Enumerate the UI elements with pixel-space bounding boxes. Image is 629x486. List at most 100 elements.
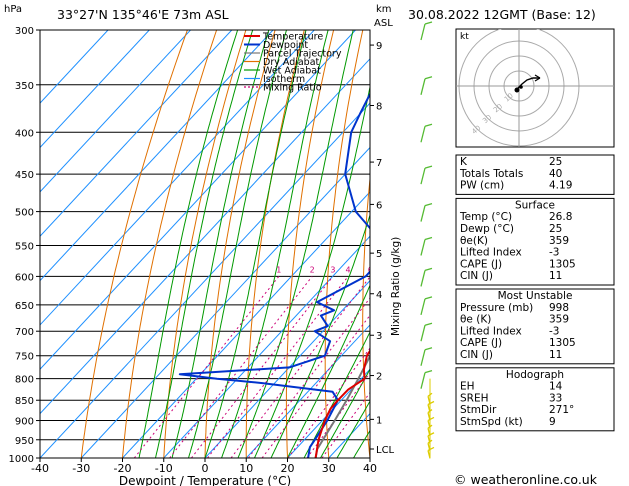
plot-background-lines: 12346810152025 bbox=[40, 18, 452, 458]
isotherm-line bbox=[40, 30, 233, 237]
dry-adiabat-line bbox=[80, 30, 188, 458]
most-unstable-box-title: Most Unstable bbox=[498, 290, 573, 302]
mixing-ratio-value-label: 6 bbox=[368, 265, 373, 274]
km-tick-label: 1 bbox=[376, 415, 382, 426]
isotherm-line bbox=[40, 58, 370, 415]
temperature-tick-label: -40 bbox=[31, 462, 49, 475]
table-row-label: Totals Totals bbox=[459, 168, 523, 180]
hpa-axis-label: hPa bbox=[4, 4, 22, 15]
km-tick-label: 2 bbox=[376, 372, 382, 383]
table-row-value: 25 bbox=[549, 223, 562, 235]
wind-barb bbox=[420, 78, 426, 95]
table-row-label: CIN (J) bbox=[460, 270, 493, 282]
legend-entry: Dewpoint bbox=[263, 40, 308, 51]
wet-adiabat-line bbox=[188, 30, 287, 458]
mixing-ratio-value-label: 20 bbox=[437, 265, 447, 274]
table-row-label: Lifted Index bbox=[460, 325, 522, 337]
pressure-tick-label: 750 bbox=[15, 352, 34, 363]
temperature-tick-label: 30 bbox=[322, 462, 336, 475]
storm-motion-marker bbox=[514, 87, 520, 93]
wind-barb-flag bbox=[424, 21, 433, 25]
table-row-value: -3 bbox=[549, 247, 559, 259]
wet-adiabat-line bbox=[270, 213, 370, 458]
table-row-label: Pressure (mb) bbox=[460, 302, 533, 314]
hodograph-ring-label: 40 bbox=[470, 124, 482, 136]
dry-adiabat-line bbox=[399, 18, 423, 458]
mixing-ratio-line bbox=[133, 276, 280, 458]
pressure-tick-label: 600 bbox=[15, 272, 34, 283]
dry-adiabat-line bbox=[163, 30, 247, 458]
km-tick-label: 3 bbox=[376, 331, 382, 342]
pressure-tick-label: 900 bbox=[15, 417, 34, 428]
pressure-tick-label: 400 bbox=[15, 128, 34, 139]
dry-adiabat-line bbox=[122, 30, 218, 458]
wet-adiabat-line bbox=[221, 30, 329, 458]
indices-box bbox=[455, 154, 615, 195]
plot-axes: 3003504004505005506006507007508008509009… bbox=[9, 26, 395, 486]
isotherm-line bbox=[40, 30, 191, 193]
wind-barb-flag bbox=[424, 296, 433, 300]
pressure-tick-label: 800 bbox=[15, 375, 34, 386]
table-row-value: 1305 bbox=[549, 337, 576, 349]
dry-adiabat-line bbox=[434, 18, 452, 458]
hodograph-arrow-icon bbox=[534, 74, 541, 82]
hodograph-point bbox=[519, 85, 523, 89]
hodograph-box bbox=[455, 367, 615, 432]
isotherm-line bbox=[40, 30, 356, 371]
wind-barb bbox=[420, 325, 426, 342]
x-axis-title: Dewpoint / Temperature (°C) bbox=[119, 474, 291, 486]
pressure-tick-label: 650 bbox=[15, 301, 34, 312]
mixing-ratio-value-label: 4 bbox=[346, 265, 351, 274]
km-tick-label: 6 bbox=[376, 200, 382, 211]
wind-barb-flag bbox=[424, 347, 433, 351]
wind-barb bbox=[420, 298, 426, 316]
isotherm-line bbox=[40, 30, 315, 326]
legend-entry: Temperature bbox=[262, 32, 323, 43]
pressure-tick-label: 950 bbox=[15, 436, 34, 447]
pressure-tick-label: 500 bbox=[15, 208, 34, 219]
table-row-label: θe(K) bbox=[460, 235, 488, 247]
pressure-tick-label: 450 bbox=[15, 170, 34, 181]
asl-axis-label: ASL bbox=[374, 18, 393, 29]
table-row-label: PW (cm) bbox=[460, 180, 504, 192]
table-row-label: SREH bbox=[460, 392, 489, 404]
table-row-label: Lifted Index bbox=[460, 247, 522, 259]
table-row-value: 1305 bbox=[549, 258, 576, 270]
mixing-ratio-line bbox=[287, 347, 370, 458]
mixing-ratio-line bbox=[169, 276, 313, 458]
table-row-value: 40 bbox=[549, 168, 562, 180]
wind-barb bbox=[420, 205, 426, 222]
wet-adiabat-line bbox=[204, 30, 307, 458]
hodograph-frame bbox=[455, 28, 615, 148]
mixing-ratio-line bbox=[306, 371, 370, 458]
mixing-ratio-line bbox=[230, 276, 370, 458]
surface-box-title: Surface bbox=[515, 199, 555, 211]
hodograph-ring-label: 10 bbox=[503, 92, 515, 104]
isotherm-line bbox=[40, 30, 109, 104]
wind-barb-flag bbox=[424, 322, 433, 326]
legend-entry: Mixing Ratio bbox=[263, 83, 322, 94]
wind-barb-flag bbox=[427, 446, 435, 452]
table-row-label: K bbox=[460, 156, 468, 168]
temperature-tick-label: -20 bbox=[114, 462, 132, 475]
hodograph-kt-label: kt bbox=[460, 32, 469, 42]
wind-barb-flag bbox=[424, 123, 433, 127]
mixing-ratio-axis-label: Mixing Ratio (g/kg) bbox=[390, 237, 402, 336]
table-row-value: 359 bbox=[549, 235, 569, 247]
plot-profiles bbox=[133, 91, 370, 458]
table-row-label: StmSpd (kt) bbox=[460, 416, 523, 428]
legend-entry: Wet Adiabat bbox=[263, 66, 321, 77]
hodograph-ring-label: 30 bbox=[481, 113, 493, 125]
pressure-tick-label: 700 bbox=[15, 327, 34, 338]
table-row-label: EH bbox=[460, 381, 475, 393]
most-unstable-box bbox=[455, 288, 615, 365]
table-row-value: -3 bbox=[549, 325, 559, 337]
dewpoint-line bbox=[178, 91, 370, 458]
wind-barb bbox=[420, 23, 426, 41]
table-row-value: 998 bbox=[549, 302, 569, 314]
mixing-ratio-value-label: 3 bbox=[330, 265, 335, 274]
wind-barb-flag bbox=[427, 416, 435, 422]
datetime-title: 30.08.2022 12GMT (Base: 12) bbox=[408, 7, 596, 22]
isotherm-line bbox=[40, 102, 370, 458]
mixing-ratio-line bbox=[261, 314, 370, 458]
